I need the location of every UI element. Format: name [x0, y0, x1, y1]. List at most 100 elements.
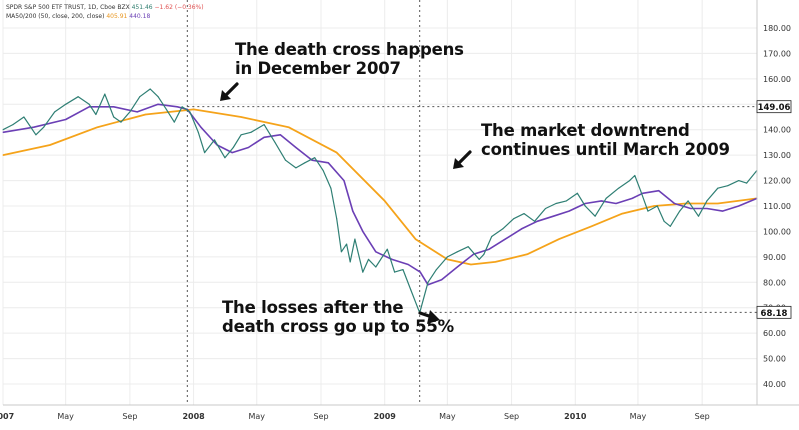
series-point-ma50 — [642, 192, 644, 194]
series-point-price — [738, 179, 740, 182]
series-point-ma50 — [375, 251, 377, 253]
series-point-price — [173, 121, 175, 123]
series-point-price — [697, 215, 700, 217]
series-point-price — [240, 134, 242, 136]
y-tick-label: 170.00 — [763, 49, 791, 58]
series-point-price — [618, 187, 620, 189]
series-point-price — [478, 258, 480, 260]
series-point-price — [263, 124, 265, 126]
series-point-price — [165, 108, 168, 110]
series-point-price — [669, 225, 671, 227]
series-point-ma200 — [717, 202, 719, 205]
series-point-price — [491, 235, 493, 238]
series-point-ma50 — [658, 190, 660, 192]
annotation-losses-line2: death cross go up to 55% — [222, 317, 455, 336]
annotation-death-cross-line2: in December 2007 — [235, 59, 401, 78]
series-point-price — [104, 93, 106, 95]
x-tick-label: May — [57, 412, 74, 421]
series-point-price — [446, 256, 448, 258]
series-point-price — [213, 139, 216, 141]
chart-series — [2, 88, 758, 314]
series-point-price — [250, 131, 252, 133]
series-point-price — [594, 215, 596, 217]
series-point-price — [634, 174, 636, 177]
series-point-price — [88, 103, 90, 105]
series-point-price — [340, 251, 342, 253]
price-badges: 149.06 68.18 — [756, 100, 792, 319]
x-tick-label: Sep — [504, 412, 519, 421]
y-tick-label: 130.00 — [763, 151, 791, 160]
series-point-ma50 — [157, 103, 159, 105]
series-point-ma50 — [33, 126, 35, 128]
series-point-price — [427, 281, 429, 283]
series-point-ma200 — [288, 126, 290, 128]
series-point-ma50 — [200, 126, 202, 128]
series-point-ma200 — [336, 152, 338, 154]
series-point-price — [605, 197, 607, 199]
series-point-price — [113, 116, 115, 118]
series-point-price — [139, 96, 141, 98]
series-point-price — [394, 271, 396, 273]
series-point-ma50 — [706, 207, 708, 210]
series-point-ma50 — [327, 162, 329, 164]
series-point-price — [314, 157, 316, 159]
x-tick-label: 2010 — [564, 412, 587, 421]
series-point-price — [65, 103, 67, 105]
series-point-price — [35, 134, 37, 136]
annotation-death-cross-line1: The death cross happens — [235, 40, 464, 59]
price-badge-box — [756, 305, 792, 319]
legend-ma200-value: 405.91 — [106, 13, 128, 20]
series-point-price — [639, 190, 642, 192]
series-point-price — [345, 243, 348, 245]
series-point-price — [576, 192, 578, 194]
series-point-price — [2, 129, 4, 131]
series-point-price — [628, 179, 631, 182]
series-point-ma50 — [362, 230, 364, 233]
x-tick-label: 2007 — [0, 412, 14, 421]
series-point-price — [456, 251, 458, 253]
series-point-ma50 — [279, 134, 281, 136]
x-axis[interactable]: 2007 May Sep 2008 May Sep 2009 May Sep 2010 May Sep — [0, 404, 799, 421]
series-point-ma200 — [526, 253, 528, 255]
series-point-price — [717, 187, 719, 189]
series-point-ma200 — [653, 205, 655, 207]
annotation-losses: The losses after the death cross go up t… — [222, 298, 454, 336]
series-point-price — [362, 271, 364, 273]
series-point-price — [120, 121, 122, 123]
series-point-ma200 — [2, 154, 4, 156]
series-point-price — [555, 202, 557, 205]
series-point-ma200 — [49, 144, 51, 146]
annotation-losses-line1: The losses after the — [222, 298, 404, 317]
price-badge-label: 68.18 — [761, 309, 788, 319]
series-point-ma200 — [590, 225, 593, 227]
series-point-ma50 — [520, 228, 523, 230]
series-point-price — [181, 106, 183, 108]
annotation-downtrend-line2: continues until March 2009 — [481, 140, 730, 159]
series-point-ma50 — [721, 210, 724, 212]
series-point-ma50 — [615, 202, 617, 205]
y-tick-label: 100.00 — [763, 227, 791, 236]
series-point-ma50 — [391, 258, 393, 260]
series-point-price — [349, 261, 351, 263]
series-point-price — [12, 124, 14, 126]
series-point-price — [224, 157, 226, 159]
series-point-price — [410, 289, 412, 291]
y-tick-label: 140.00 — [763, 126, 791, 135]
series-point-price — [647, 210, 649, 212]
series-point-price — [565, 200, 568, 202]
series-point-ma200 — [192, 108, 195, 110]
annotation-downtrend: The market downtrend continues until Mar… — [481, 121, 730, 159]
series-point-ma200 — [621, 213, 623, 215]
series-point-price — [706, 200, 708, 202]
series-point-ma50 — [263, 136, 265, 138]
series-point-price — [274, 141, 276, 144]
y-tick-label: 50.00 — [763, 355, 786, 364]
y-tick-label: 40.00 — [763, 380, 786, 389]
series-point-price — [375, 266, 377, 268]
annotation-downtrend-line1: The market downtrend — [481, 121, 690, 140]
y-axis[interactable]: 40.0050.0060.0070.0080.0090.00100.00110.… — [756, 0, 791, 405]
series-point-ma50 — [231, 152, 233, 154]
series-point-ma200 — [384, 200, 386, 202]
series-point-price — [189, 111, 191, 113]
